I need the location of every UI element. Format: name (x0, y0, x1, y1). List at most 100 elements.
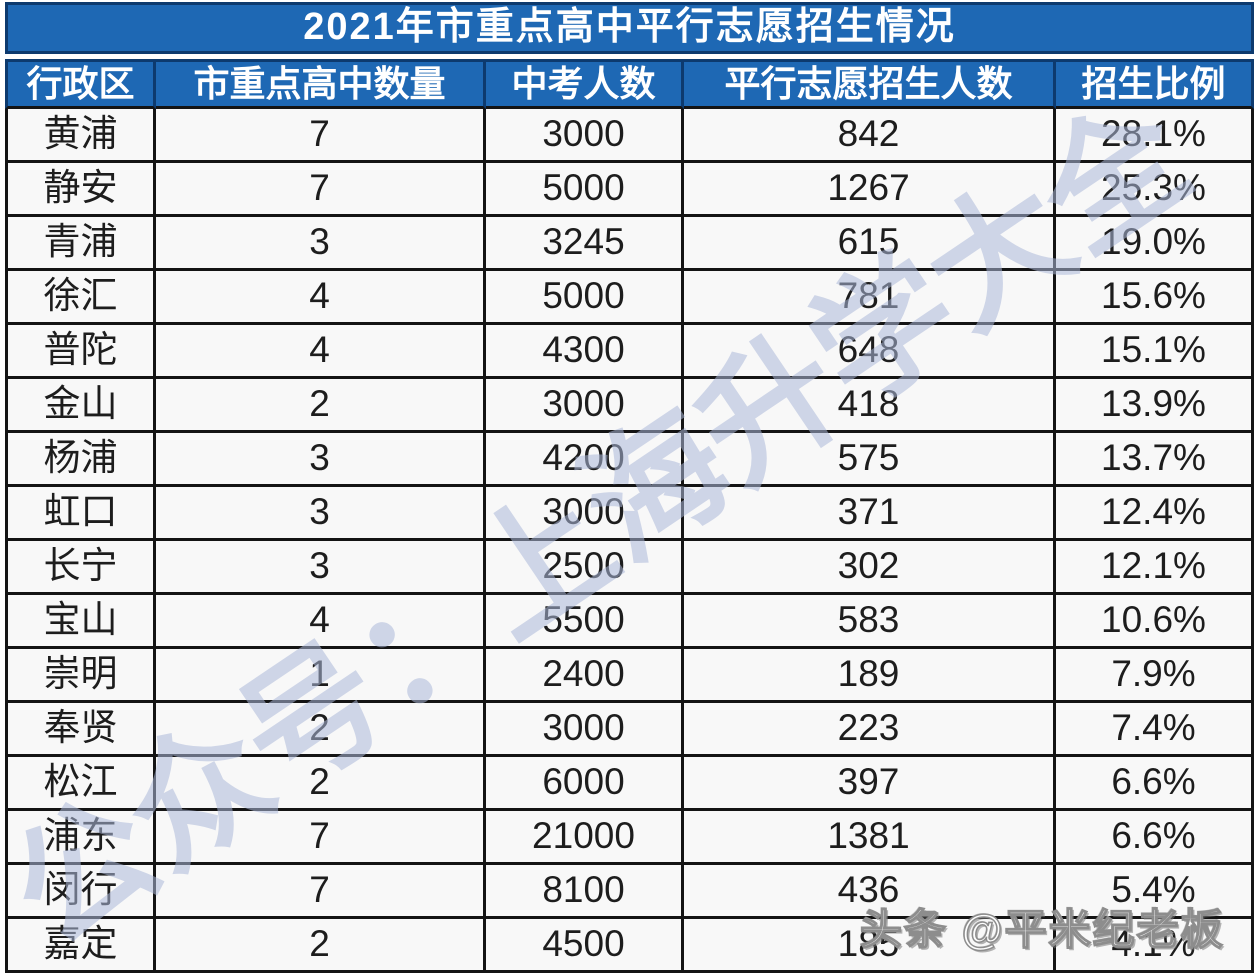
ratio-cell: 5.4% (1056, 865, 1254, 919)
exam-takers-cell: 6000 (486, 757, 684, 811)
ratio-cell: 12.1% (1056, 541, 1254, 595)
ratio-cell: 12.4% (1056, 487, 1254, 541)
school-count-cell: 7 (156, 163, 486, 217)
school-count-cell: 4 (156, 325, 486, 379)
table-row: 闵行 7 8100 436 5.4% (5, 865, 1254, 919)
exam-takers-cell: 2500 (486, 541, 684, 595)
table-row: 嘉定 2 4500 185 4.1% (5, 919, 1254, 973)
district-cell: 宝山 (5, 595, 156, 649)
school-count-cell: 3 (156, 541, 486, 595)
district-cell: 长宁 (5, 541, 156, 595)
school-count-cell: 1 (156, 649, 486, 703)
district-cell: 嘉定 (5, 919, 156, 973)
table-row: 松江 2 6000 397 6.6% (5, 757, 1254, 811)
ratio-cell: 15.6% (1056, 271, 1254, 325)
district-cell: 金山 (5, 379, 156, 433)
ratio-cell: 25.3% (1056, 163, 1254, 217)
admissions-cell: 371 (684, 487, 1056, 541)
ratio-cell: 13.9% (1056, 379, 1254, 433)
table-row: 普陀 4 4300 648 15.1% (5, 325, 1254, 379)
table-row: 杨浦 3 4200 575 13.7% (5, 433, 1254, 487)
admissions-cell: 842 (684, 109, 1056, 163)
school-count-cell: 3 (156, 487, 486, 541)
table-header-row: 行政区 市重点高中数量 中考人数 平行志愿招生人数 招生比例 (5, 59, 1254, 109)
school-count-cell: 2 (156, 379, 486, 433)
exam-takers-cell: 4500 (486, 919, 684, 973)
column-header-district: 行政区 (5, 59, 156, 109)
district-cell: 青浦 (5, 217, 156, 271)
ratio-cell: 6.6% (1056, 811, 1254, 865)
district-cell: 崇明 (5, 649, 156, 703)
school-count-cell: 2 (156, 703, 486, 757)
school-count-cell: 2 (156, 757, 486, 811)
ratio-cell: 28.1% (1056, 109, 1254, 163)
admissions-cell: 302 (684, 541, 1056, 595)
district-cell: 静安 (5, 163, 156, 217)
admissions-cell: 436 (684, 865, 1056, 919)
admissions-cell: 418 (684, 379, 1056, 433)
admissions-cell: 615 (684, 217, 1056, 271)
exam-takers-cell: 3245 (486, 217, 684, 271)
exam-takers-cell: 4200 (486, 433, 684, 487)
ratio-cell: 13.7% (1056, 433, 1254, 487)
table-row: 虹口 3 3000 371 12.4% (5, 487, 1254, 541)
exam-takers-cell: 3000 (486, 109, 684, 163)
exam-takers-cell: 21000 (486, 811, 684, 865)
column-header-school-count: 市重点高中数量 (156, 59, 486, 109)
school-count-cell: 7 (156, 865, 486, 919)
school-count-cell: 4 (156, 271, 486, 325)
school-count-cell: 7 (156, 811, 486, 865)
exam-takers-cell: 8100 (486, 865, 684, 919)
table-row: 徐汇 4 5000 781 15.6% (5, 271, 1254, 325)
admissions-cell: 185 (684, 919, 1056, 973)
table-row: 金山 2 3000 418 13.9% (5, 379, 1254, 433)
table-row: 奉贤 2 3000 223 7.4% (5, 703, 1254, 757)
district-cell: 普陀 (5, 325, 156, 379)
ratio-cell: 4.1% (1056, 919, 1254, 973)
ratio-cell: 7.4% (1056, 703, 1254, 757)
district-cell: 徐汇 (5, 271, 156, 325)
exam-takers-cell: 5000 (486, 271, 684, 325)
table-row: 崇明 1 2400 189 7.9% (5, 649, 1254, 703)
column-header-admission-ratio: 招生比例 (1056, 59, 1254, 109)
table-row: 长宁 3 2500 302 12.1% (5, 541, 1254, 595)
district-cell: 虹口 (5, 487, 156, 541)
district-cell: 闵行 (5, 865, 156, 919)
district-cell: 杨浦 (5, 433, 156, 487)
admissions-cell: 648 (684, 325, 1056, 379)
exam-takers-cell: 3000 (486, 487, 684, 541)
table-row: 浦东 7 21000 1381 6.6% (5, 811, 1254, 865)
admissions-cell: 1267 (684, 163, 1056, 217)
table-title: 2021年市重点高中平行志愿招生情况 (5, 2, 1254, 54)
ratio-cell: 6.6% (1056, 757, 1254, 811)
school-count-cell: 3 (156, 433, 486, 487)
table-row: 宝山 4 5500 583 10.6% (5, 595, 1254, 649)
school-count-cell: 2 (156, 919, 486, 973)
admissions-cell: 397 (684, 757, 1056, 811)
ratio-cell: 15.1% (1056, 325, 1254, 379)
table-row: 青浦 3 3245 615 19.0% (5, 217, 1254, 271)
school-count-cell: 7 (156, 109, 486, 163)
table-row: 静安 7 5000 1267 25.3% (5, 163, 1254, 217)
ratio-cell: 19.0% (1056, 217, 1254, 271)
column-header-parallel-admissions: 平行志愿招生人数 (684, 59, 1056, 109)
admissions-cell: 223 (684, 703, 1056, 757)
ratio-cell: 7.9% (1056, 649, 1254, 703)
district-cell: 浦东 (5, 811, 156, 865)
school-count-cell: 3 (156, 217, 486, 271)
title-header-divider (5, 54, 1254, 59)
admissions-cell: 781 (684, 271, 1056, 325)
exam-takers-cell: 3000 (486, 703, 684, 757)
table-row: 黄浦 7 3000 842 28.1% (5, 109, 1254, 163)
district-cell: 奉贤 (5, 703, 156, 757)
exam-takers-cell: 5000 (486, 163, 684, 217)
admissions-cell: 575 (684, 433, 1056, 487)
exam-takers-cell: 4300 (486, 325, 684, 379)
admissions-cell: 189 (684, 649, 1056, 703)
column-header-exam-takers: 中考人数 (486, 59, 684, 109)
district-cell: 松江 (5, 757, 156, 811)
admissions-cell: 583 (684, 595, 1056, 649)
district-cell: 黄浦 (5, 109, 156, 163)
admissions-cell: 1381 (684, 811, 1056, 865)
